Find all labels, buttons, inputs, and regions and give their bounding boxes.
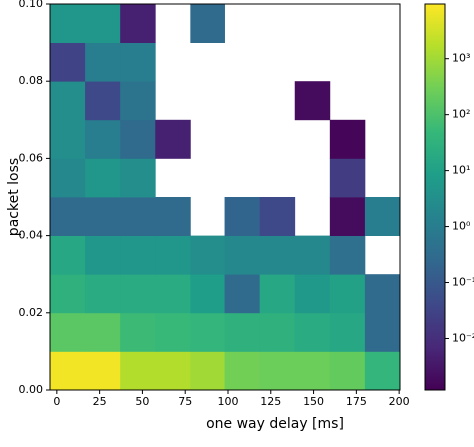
heatmap-cell	[50, 81, 86, 121]
heatmap-cell	[190, 312, 225, 352]
heatmap-cell	[294, 235, 331, 275]
heatmap-cell	[329, 235, 366, 275]
heatmap-cell	[85, 158, 121, 198]
heatmap-cell	[50, 235, 86, 275]
heatmap-cell	[224, 312, 261, 352]
x-tick-label: 100	[217, 395, 238, 408]
x-tick-label: 175	[346, 395, 367, 408]
heatmap-cell	[224, 274, 261, 314]
heatmap-cell	[364, 312, 401, 352]
heatmap-cell	[294, 274, 331, 314]
heatmap-cell	[120, 351, 156, 391]
colorbar	[424, 3, 446, 391]
heatmap-cell	[259, 274, 296, 314]
heatmap-cell	[155, 235, 191, 275]
heatmap-cell	[120, 4, 156, 43]
heatmap-cell	[85, 42, 121, 82]
heatmap-cell	[85, 274, 121, 314]
heatmap-cell	[120, 119, 156, 159]
heatmap-cell	[120, 81, 156, 121]
heatmap-cell	[329, 158, 366, 198]
heatmap-cell	[294, 312, 331, 352]
heatmap-cell	[50, 274, 86, 314]
x-axis-label: one way delay [ms]	[206, 416, 344, 432]
heatmap-cell	[155, 119, 191, 159]
heatmap-cell	[155, 197, 191, 236]
heatmap-cell	[85, 235, 121, 275]
colorbar-tick-label: 10²	[452, 108, 470, 121]
x-tick-label: 50	[135, 395, 149, 408]
heatmap-cell	[224, 351, 261, 391]
heatmap-cell	[120, 235, 156, 275]
heatmap-cell	[259, 312, 296, 352]
heatmap-cell	[155, 312, 191, 352]
heatmap-cell	[50, 312, 86, 352]
heatmap-cell	[294, 351, 331, 391]
x-tick-label: 125	[260, 395, 281, 408]
heatmap-cell	[294, 81, 331, 121]
heatmap-cell	[190, 4, 225, 43]
heatmap-cell	[50, 158, 86, 198]
heatmap-cell	[329, 312, 366, 352]
y-tick-label: 0.04	[19, 229, 44, 242]
heatmap-cell	[85, 312, 121, 352]
y-tick-label: 0.08	[19, 74, 44, 87]
heatmap-cell	[155, 274, 191, 314]
heatmap-cell	[50, 42, 86, 82]
heatmap-cell	[50, 197, 86, 236]
heatmap-cell	[329, 197, 366, 236]
heatmap-cell	[224, 197, 261, 236]
heatmap-cell	[259, 351, 296, 391]
colorbar-tick-label: 10⁻²	[452, 331, 474, 344]
heatmap-cell	[329, 119, 366, 159]
colorbar-tick-label: 10⁰	[452, 220, 471, 233]
y-tick-label: 0.10	[19, 0, 44, 10]
heatmap-cell	[50, 119, 86, 159]
heatmap-cell	[85, 119, 121, 159]
heatmap-cell	[259, 197, 296, 236]
heatmap-cell	[190, 274, 225, 314]
heatmap-cell	[85, 351, 121, 391]
heatmap-cell	[190, 235, 225, 275]
heatmap-cell	[224, 235, 261, 275]
heatmap-cell	[85, 197, 121, 236]
heatmap-cell	[259, 235, 296, 275]
heatmap-cell	[120, 312, 156, 352]
heatmap-cell	[190, 351, 225, 391]
heatmap-cell	[50, 351, 86, 391]
x-tick-label: 200	[389, 395, 410, 408]
x-tick-label: 75	[178, 395, 192, 408]
colorbar-tick-label: 10³	[452, 52, 470, 65]
colorbar-tick-label: 10⁻¹	[452, 276, 474, 289]
heatmap-cell	[364, 351, 401, 391]
heatmap-cell	[120, 158, 156, 198]
heatmap-cell	[85, 81, 121, 121]
y-tick-label: 0.06	[19, 151, 44, 164]
heatmap-cell	[50, 4, 86, 43]
colorbar-tick-label: 10¹	[452, 164, 470, 177]
heatmap-cell	[120, 197, 156, 236]
heatmap-cell	[329, 274, 366, 314]
heatmap-cell	[120, 274, 156, 314]
x-tick-label: 150	[303, 395, 324, 408]
heatmap-cell	[155, 351, 191, 391]
y-tick-label: 0.02	[19, 306, 44, 319]
plot-frame	[49, 3, 401, 391]
heatmap-cell	[364, 274, 401, 314]
heatmap-cell	[364, 197, 401, 236]
x-tick-label: 25	[93, 395, 107, 408]
y-tick-label: 0.00	[19, 383, 44, 396]
y-axis-label: packet loss	[6, 158, 22, 236]
x-tick-label: 0	[53, 395, 60, 408]
heatmap-cell	[85, 4, 121, 43]
heatmap-cell	[329, 351, 366, 391]
heatmap-cell	[120, 42, 156, 82]
